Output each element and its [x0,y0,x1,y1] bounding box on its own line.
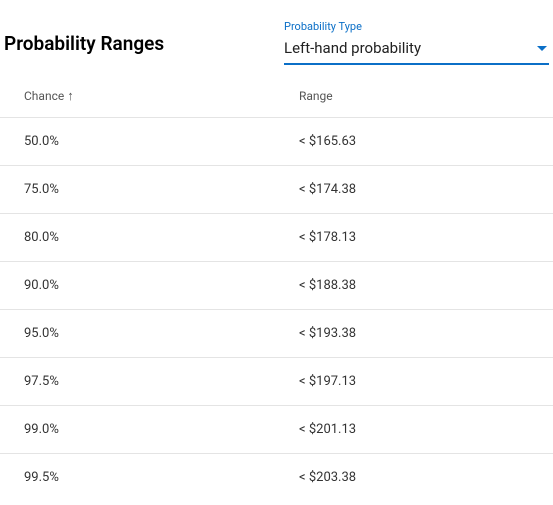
table-row: 80.0%< $178.13 [0,213,553,261]
table-row: 50.0%< $165.63 [0,117,553,165]
cell-range: < $178.13 [299,230,529,245]
cell-range: < $174.38 [299,182,529,197]
table-row: 90.0%< $188.38 [0,261,553,309]
cell-range: < $201.13 [299,422,529,437]
table-header-row: Chance ↑ Range [0,65,553,117]
table-row: 95.0%< $193.38 [0,309,553,357]
chevron-down-icon [537,46,547,51]
cell-range: < $188.38 [299,278,529,293]
cell-chance: 95.0% [24,326,299,341]
table-row: 99.5%< $203.38 [0,453,553,501]
cell-chance: 97.5% [24,374,299,389]
cell-chance: 50.0% [24,134,299,149]
column-header-range-label: Range [299,89,333,103]
probability-type-field: Probability Type Left-hand probability [284,20,549,65]
page-header: Probability Ranges Probability Type Left… [0,0,553,65]
dropdown-label: Probability Type [284,20,549,33]
cell-chance: 99.5% [24,470,299,485]
page-title: Probability Ranges [4,20,164,55]
cell-chance: 90.0% [24,278,299,293]
cell-chance: 99.0% [24,422,299,437]
sort-ascending-icon: ↑ [67,90,74,103]
dropdown-value: Left-hand probability [284,39,421,57]
cell-chance: 80.0% [24,230,299,245]
cell-range: < $197.13 [299,374,529,389]
column-header-chance[interactable]: Chance ↑ [24,89,299,103]
cell-range: < $193.38 [299,326,529,341]
probability-type-dropdown[interactable]: Left-hand probability [284,37,549,65]
column-header-range[interactable]: Range [299,89,529,103]
table-body: 50.0%< $165.6375.0%< $174.3880.0%< $178.… [0,117,553,501]
cell-range: < $165.63 [299,134,529,149]
cell-chance: 75.0% [24,182,299,197]
table-row: 97.5%< $197.13 [0,357,553,405]
column-header-chance-label: Chance [24,89,64,103]
table-row: 75.0%< $174.38 [0,165,553,213]
table-row: 99.0%< $201.13 [0,405,553,453]
cell-range: < $203.38 [299,470,529,485]
